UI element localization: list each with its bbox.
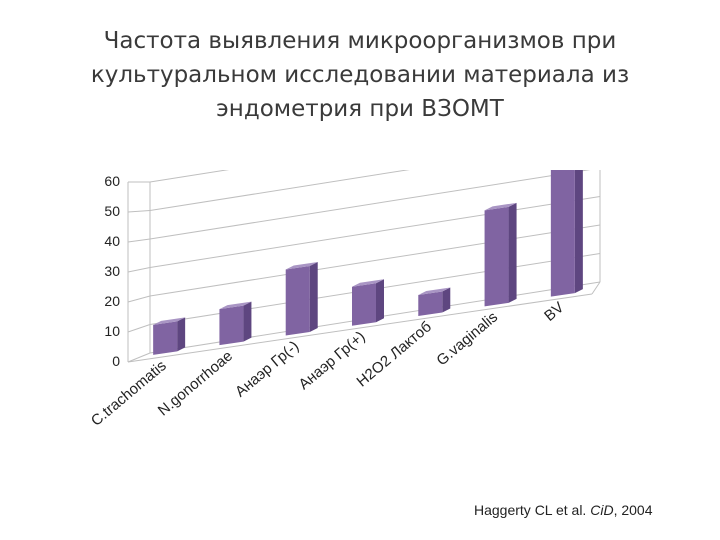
y-tick-label: 0: [112, 353, 120, 369]
floor-right-edge: [591, 281, 601, 295]
gridline-side: [127, 267, 151, 273]
bar-side: [442, 287, 451, 313]
bar-top: [352, 279, 384, 287]
y-tick-label: 10: [104, 323, 120, 339]
bar: [484, 202, 517, 307]
bar-top: [285, 261, 318, 270]
x-tick-label: BV: [541, 299, 567, 325]
bar-front: [550, 170, 575, 297]
title-line-1: Частота выявления микроорганизмов при: [103, 28, 617, 54]
gridline-side: [127, 295, 151, 303]
bar: [219, 301, 252, 346]
bar-chart: 0 10 20 30 40 50 60 C.trachomatisN.gonorrhoaeАн…: [88, 170, 601, 430]
gridline-side: [127, 210, 151, 213]
gridline-back: [149, 170, 410, 211]
citation-journal: CiD: [590, 502, 614, 518]
gridline-side: [127, 352, 151, 363]
gridline-back: [149, 224, 601, 297]
x-tick-label: G.vaginalis: [433, 309, 501, 370]
citation-authors: Haggerty CL et al.: [474, 502, 587, 518]
bar: [153, 317, 186, 355]
citation-year: , 2004: [613, 502, 653, 518]
bar-front: [484, 206, 509, 307]
axis-layer: [127, 170, 601, 363]
x-tick-label: H2O2 Лактоб: [354, 318, 435, 390]
y-tick-label: 20: [104, 293, 120, 309]
bar-side: [243, 301, 252, 342]
gridline-back: [149, 170, 591, 240]
bar-front: [153, 321, 178, 355]
y-tick-label: 40: [104, 233, 120, 249]
title-line-2: культуральном исследовании материала из: [90, 62, 630, 88]
x-tick-label: Анаэр Гр(-): [232, 338, 302, 401]
bar-top: [153, 317, 186, 325]
y-tick-label: 60: [104, 173, 120, 189]
bar: [352, 279, 384, 326]
bar-side: [574, 170, 583, 294]
bar: [418, 287, 451, 317]
x-tick-label: C.trachomatis: [88, 357, 170, 430]
bar-side: [508, 202, 517, 303]
bar-front: [352, 283, 376, 326]
x-tick-label: N.gonorrhoae: [155, 347, 236, 419]
slide-title: Частота выявления микроорганизмов при ку…: [40, 24, 680, 126]
bar-front: [418, 291, 443, 317]
bar-front: [285, 265, 310, 336]
y-tick-label: 50: [104, 203, 120, 219]
bar-side: [177, 317, 186, 352]
citation: Haggerty CL et al. CiD, 2004: [474, 502, 653, 518]
title-line-3: эндометрия при ВЗОМТ: [216, 96, 504, 122]
bar-side: [376, 279, 384, 323]
grid-layer: [127, 170, 601, 363]
gridline-side: [127, 324, 151, 333]
gridline-back: [149, 170, 230, 183]
floor-front-edge: [127, 293, 593, 363]
bar-layer: [153, 170, 583, 355]
gridline-side: [127, 238, 151, 243]
bar-top: [418, 287, 451, 296]
bar: [285, 261, 318, 336]
bar-top: [484, 202, 517, 211]
bar-front: [219, 305, 244, 346]
bar: [550, 170, 583, 297]
gridline-back: [149, 196, 601, 268]
bar-side: [309, 261, 318, 332]
y-tick-label: 30: [104, 263, 120, 279]
bar-top: [219, 301, 252, 310]
